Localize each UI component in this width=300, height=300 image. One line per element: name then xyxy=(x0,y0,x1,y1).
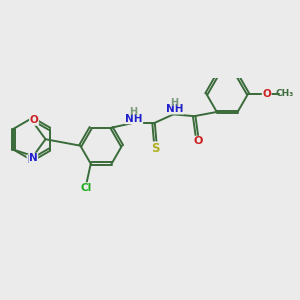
Text: Cl: Cl xyxy=(80,183,92,193)
Text: H: H xyxy=(169,98,178,108)
Text: S: S xyxy=(151,142,160,155)
Text: N: N xyxy=(29,153,38,163)
Text: O: O xyxy=(193,136,203,146)
Text: O: O xyxy=(262,89,271,99)
Text: CH₃: CH₃ xyxy=(275,89,294,98)
Text: O: O xyxy=(30,115,38,125)
Text: H: H xyxy=(129,107,137,117)
Text: NH: NH xyxy=(166,104,184,114)
Text: NH: NH xyxy=(125,114,142,124)
Text: N: N xyxy=(27,155,36,165)
